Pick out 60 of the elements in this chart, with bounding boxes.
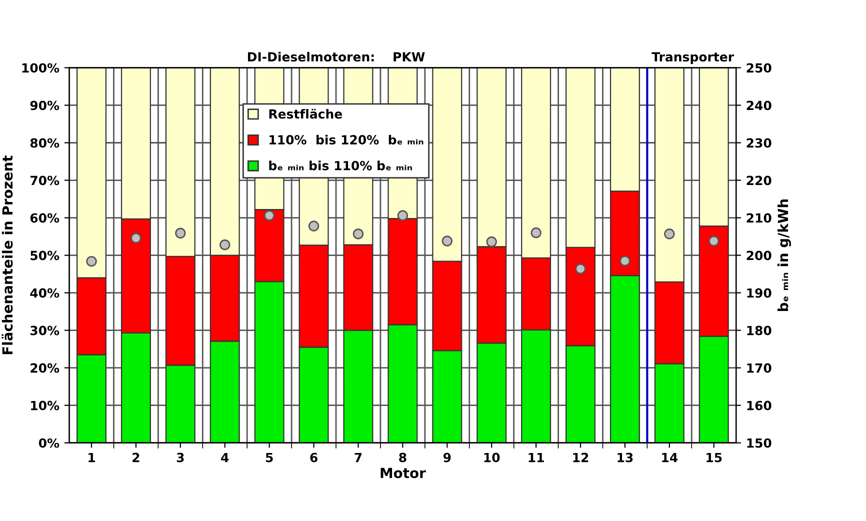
y2-tick-label: 180: [747, 326, 772, 336]
y-axis-title: Flächenanteile in Prozent: [2, 155, 13, 354]
point: [530, 227, 542, 238]
legend-label: Restfläche: [269, 108, 342, 119]
y-tick-label: 90%: [30, 100, 60, 110]
y-tick-label: 20%: [30, 363, 60, 373]
x-tick-label: 4: [221, 452, 229, 462]
y2-tick-label: 220: [746, 176, 772, 186]
legend-label: bₑ ₘᵢₙ bis 110% bₑ ₘᵢₙ: [269, 160, 412, 170]
y-tick-label: 30%: [30, 326, 60, 336]
y-tick-label: 60%: [30, 213, 60, 223]
x-tick-label: 13: [618, 452, 633, 462]
x-tick-label: 5: [266, 452, 273, 462]
y2-tick-label: 200: [746, 250, 772, 260]
y-tick-label: 80%: [30, 138, 60, 148]
point: [86, 256, 97, 267]
x-tick-label: 9: [443, 452, 451, 462]
point: [708, 236, 720, 246]
x-tick-label: 10: [484, 452, 500, 462]
point: [664, 228, 675, 240]
x-tick-label: 1: [88, 452, 95, 462]
point: [220, 239, 230, 250]
x-tick-label: 15: [706, 452, 722, 462]
point: [442, 236, 452, 246]
y-tick-label: 70%: [30, 176, 60, 186]
point: [175, 228, 186, 239]
x-tick-label: 8: [399, 452, 406, 462]
x-tick-label: 12: [573, 452, 588, 462]
legend-label: 110% bis 120% bₑ ₘᵢₙ: [270, 134, 424, 145]
y2-tick-label: 190: [747, 288, 772, 298]
y-tick-label: 100%: [22, 63, 60, 73]
x-tick-label: 7: [354, 452, 362, 462]
y-tick-label: 50%: [30, 250, 60, 260]
point: [352, 228, 364, 240]
y2-tick-label: 230: [746, 138, 772, 148]
y2-tick-label: 240: [746, 100, 772, 110]
x-tick-label: 6: [310, 452, 318, 462]
y2-tick-label: 210: [746, 213, 772, 223]
x-tick-label: 3: [176, 452, 184, 462]
y2-tick-label: 170: [747, 363, 772, 373]
y-tick-label: 10%: [31, 400, 60, 410]
x-tick-label: 11: [528, 452, 544, 462]
point: [486, 236, 497, 248]
point: [620, 256, 630, 266]
point: [397, 210, 408, 221]
ref-line-label: Transporter: [652, 52, 734, 64]
y2-tick-label: 250: [746, 63, 772, 73]
y2-tick-label: 150: [747, 438, 772, 448]
y2-tick-label: 160: [747, 400, 772, 410]
y2-axis-title: bₑ ₘᵢₙ in g/kWh: [777, 199, 792, 312]
x-tick-label: 2: [132, 452, 140, 462]
point: [308, 220, 320, 232]
point: [264, 210, 275, 221]
x-tick-label: 14: [662, 452, 678, 462]
y-tick-label: 0%: [38, 438, 60, 448]
x-axis-title: Motor: [380, 468, 426, 478]
point: [130, 232, 142, 244]
point: [575, 263, 586, 274]
y-tick-label: 40%: [30, 288, 60, 298]
chart-title: DI-Dieselmotoren: PKW: [248, 52, 425, 62]
